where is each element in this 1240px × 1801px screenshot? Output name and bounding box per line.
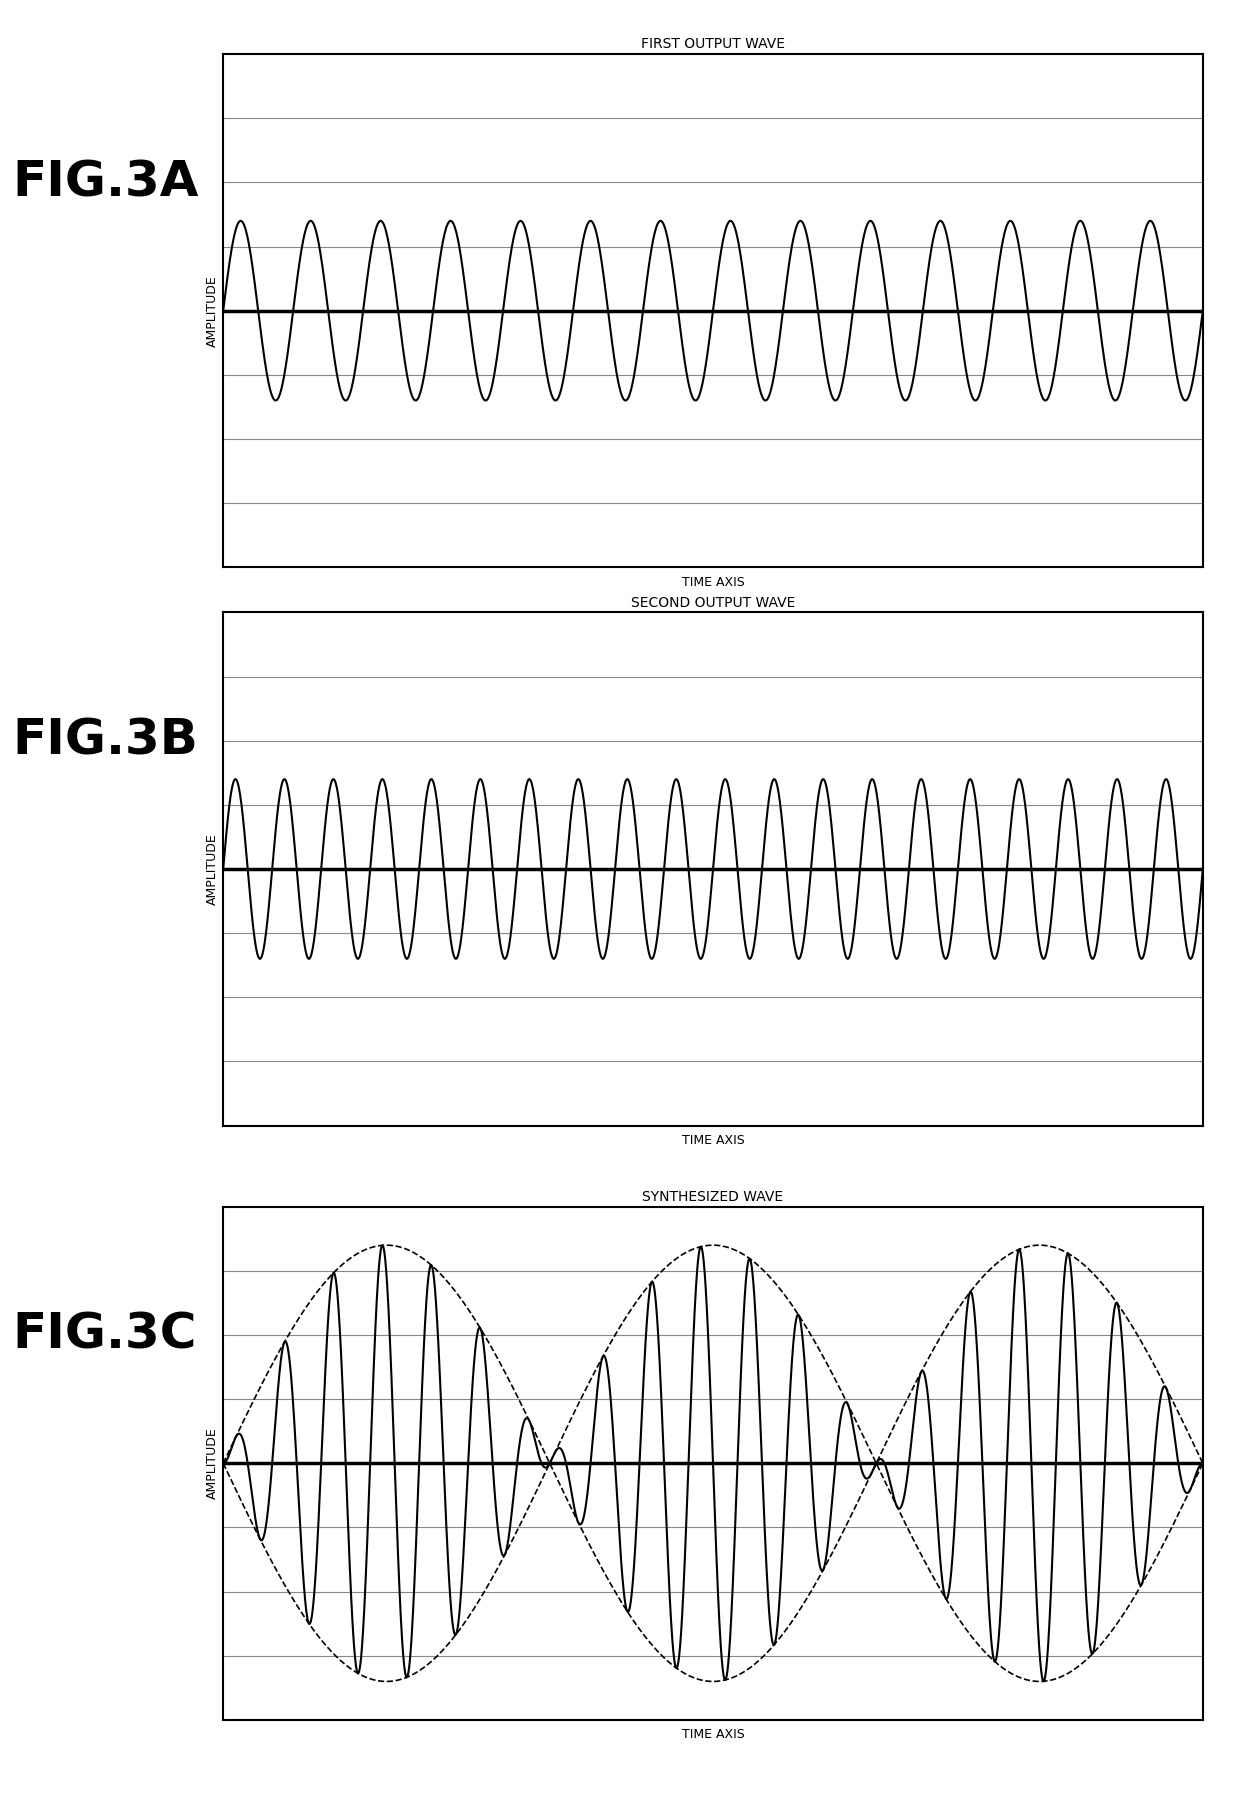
Y-axis label: AMPLITUDE: AMPLITUDE <box>206 1428 219 1498</box>
X-axis label: TIME AXIS: TIME AXIS <box>682 576 744 589</box>
X-axis label: TIME AXIS: TIME AXIS <box>682 1729 744 1742</box>
X-axis label: TIME AXIS: TIME AXIS <box>682 1135 744 1147</box>
Text: FIG.3C: FIG.3C <box>12 1311 197 1360</box>
Y-axis label: AMPLITUDE: AMPLITUDE <box>206 834 219 904</box>
Title: SYNTHESIZED WAVE: SYNTHESIZED WAVE <box>642 1190 784 1205</box>
Y-axis label: AMPLITUDE: AMPLITUDE <box>206 276 219 346</box>
Text: FIG.3B: FIG.3B <box>12 717 198 765</box>
Text: FIG.3A: FIG.3A <box>12 158 198 207</box>
Title: FIRST OUTPUT WAVE: FIRST OUTPUT WAVE <box>641 38 785 52</box>
Title: SECOND OUTPUT WAVE: SECOND OUTPUT WAVE <box>631 596 795 611</box>
